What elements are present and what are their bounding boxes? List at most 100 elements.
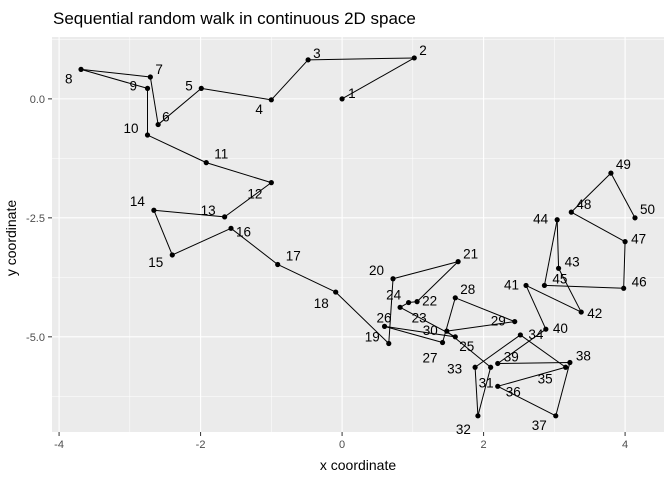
walk-segment — [558, 268, 582, 313]
walk-segment — [570, 172, 612, 213]
point-label-37: 37 — [532, 418, 547, 433]
point-label-18: 18 — [314, 296, 329, 311]
walk-point-26 — [381, 323, 388, 329]
point-label-42: 42 — [587, 306, 602, 321]
point-label-45: 45 — [552, 271, 567, 286]
point-label-5: 5 — [185, 78, 193, 93]
point-label-7: 7 — [155, 62, 163, 77]
walk-segment — [277, 264, 336, 293]
point-label-25: 25 — [459, 339, 474, 354]
grid-minor — [52, 37, 664, 432]
walk-point-41 — [523, 282, 529, 289]
walk-point-4 — [268, 97, 274, 103]
walk-segment — [80, 68, 148, 89]
point-label-50: 50 — [640, 202, 655, 217]
point-label-47: 47 — [631, 232, 646, 247]
walk-segment — [442, 297, 456, 343]
point-label-34: 34 — [528, 327, 544, 342]
walk-segment — [477, 367, 492, 416]
walk-segment — [230, 227, 279, 265]
walk-segment — [147, 134, 207, 164]
walk-segment — [455, 297, 515, 323]
walk-point-10 — [144, 132, 151, 138]
walk-segment — [153, 210, 173, 256]
point-label-38: 38 — [576, 349, 591, 364]
walk-point-23 — [405, 299, 412, 306]
walk-point-39 — [495, 360, 501, 367]
point-label-11: 11 — [214, 147, 228, 162]
walk-point-18 — [333, 289, 339, 295]
walk-point-25 — [452, 334, 458, 340]
point-label-10: 10 — [124, 121, 139, 136]
walk-segment — [556, 219, 560, 269]
walk-segment — [497, 385, 556, 417]
walk-segment — [308, 57, 415, 61]
walk-point-16 — [228, 225, 234, 231]
y-tick-label: -2.5 — [26, 213, 45, 225]
walk-point-15 — [169, 252, 175, 258]
walk-point-1 — [339, 96, 345, 102]
walk-point-46 — [621, 285, 627, 291]
walk-segment — [446, 321, 515, 332]
walk-segment — [172, 227, 232, 256]
walk-point-34 — [517, 332, 523, 338]
point-label-43: 43 — [565, 254, 580, 269]
walk-point-44 — [554, 217, 560, 223]
walk-point-20 — [390, 276, 396, 282]
walk-point-14 — [151, 207, 157, 213]
walk-segment — [497, 362, 570, 364]
walk-point-40 — [543, 326, 549, 332]
point-label-24: 24 — [386, 287, 402, 302]
walk-point-37 — [553, 413, 559, 419]
point-label-2: 2 — [419, 43, 427, 58]
x-tick-label: 2 — [481, 439, 487, 451]
walk-segment — [206, 162, 272, 184]
walk-point-33 — [472, 364, 478, 370]
point-label-12: 12 — [247, 187, 262, 202]
point-label-8: 8 — [65, 71, 73, 86]
walk-segment — [388, 278, 394, 344]
x-axis: -4 -2 0 2 4 — [54, 432, 628, 451]
walk-segment — [153, 209, 225, 218]
walk-segment — [520, 334, 566, 368]
y-axis-title: y coordinate — [3, 200, 19, 276]
point-label-33: 33 — [447, 361, 462, 376]
point-label-48: 48 — [576, 197, 591, 212]
x-tick-label: -2 — [196, 439, 206, 451]
point-label-6: 6 — [162, 110, 170, 125]
walk-point-6 — [155, 121, 161, 128]
point-label-17: 17 — [286, 248, 301, 263]
point-label-16: 16 — [236, 224, 251, 239]
walk-segment — [474, 367, 479, 416]
walk-point-11 — [203, 160, 209, 166]
walk-segment — [80, 68, 151, 78]
point-label-32: 32 — [456, 422, 471, 437]
point-label-31: 31 — [479, 375, 494, 390]
walk-point-48 — [568, 209, 574, 215]
walk-segment — [157, 88, 202, 125]
walk-segment — [474, 334, 521, 368]
point-label-29: 29 — [491, 314, 506, 329]
walk-point-5 — [198, 85, 204, 91]
x-axis-title: x coordinate — [320, 457, 396, 473]
point-label-41: 41 — [504, 277, 519, 292]
walk-point-49 — [608, 170, 614, 176]
point-label-13: 13 — [201, 203, 216, 218]
walk-path — [80, 57, 636, 417]
point-label-21: 21 — [463, 247, 478, 262]
walk-point-12 — [268, 180, 274, 186]
walk-point-22 — [414, 299, 420, 305]
walk-segment — [610, 172, 636, 219]
point-label-44: 44 — [533, 212, 549, 227]
point-label-28: 28 — [460, 282, 475, 297]
walk-segment — [149, 76, 159, 125]
walk-point-30 — [444, 328, 450, 334]
point-label-26: 26 — [377, 310, 392, 325]
walk-segment — [341, 57, 415, 100]
point-label-14: 14 — [130, 194, 146, 209]
x-tick-label: -4 — [54, 439, 64, 451]
walk-point-38 — [567, 359, 573, 366]
walk-point-42 — [578, 309, 584, 315]
point-label-49: 49 — [616, 157, 631, 172]
walk-segment — [392, 261, 459, 280]
